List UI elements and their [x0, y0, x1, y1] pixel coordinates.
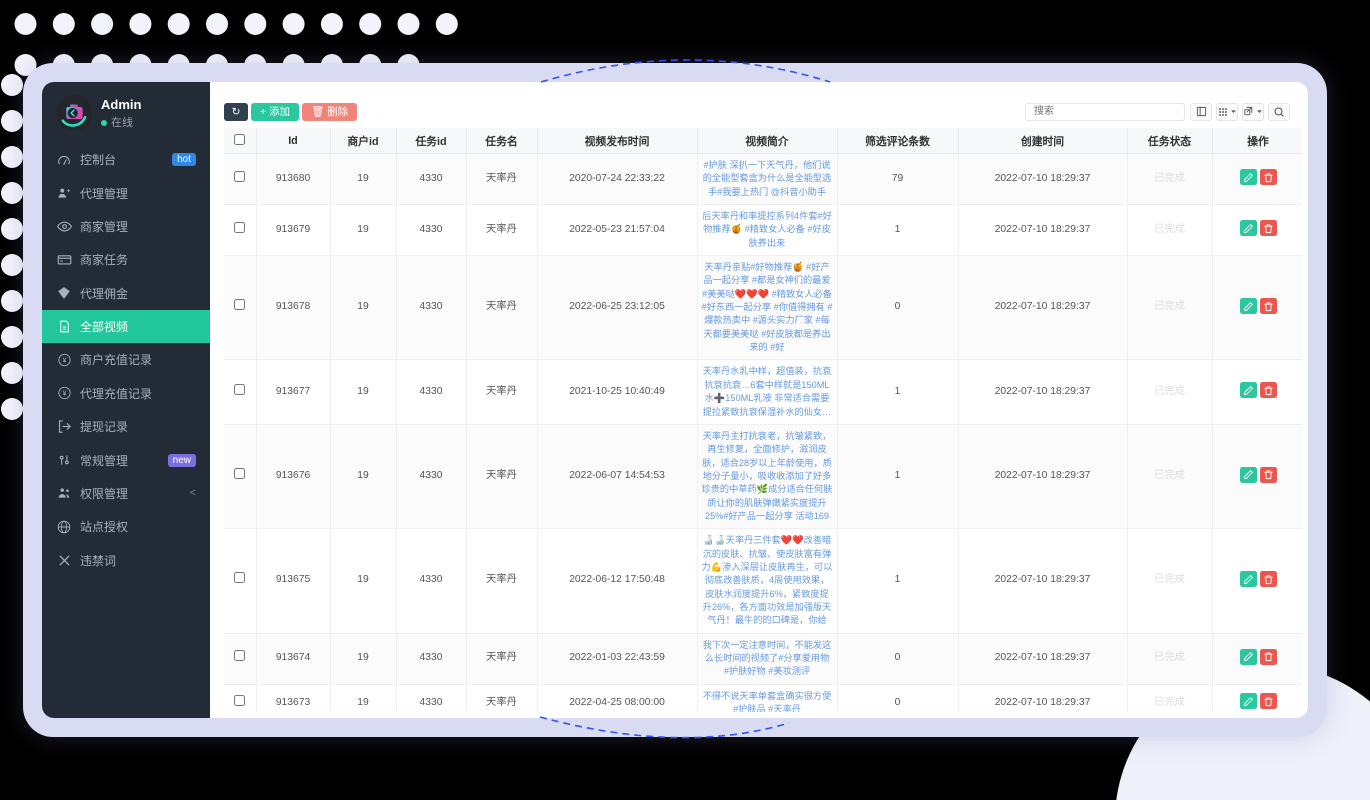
- svg-text:¥: ¥: [62, 357, 66, 364]
- svg-text:¥: ¥: [62, 391, 66, 398]
